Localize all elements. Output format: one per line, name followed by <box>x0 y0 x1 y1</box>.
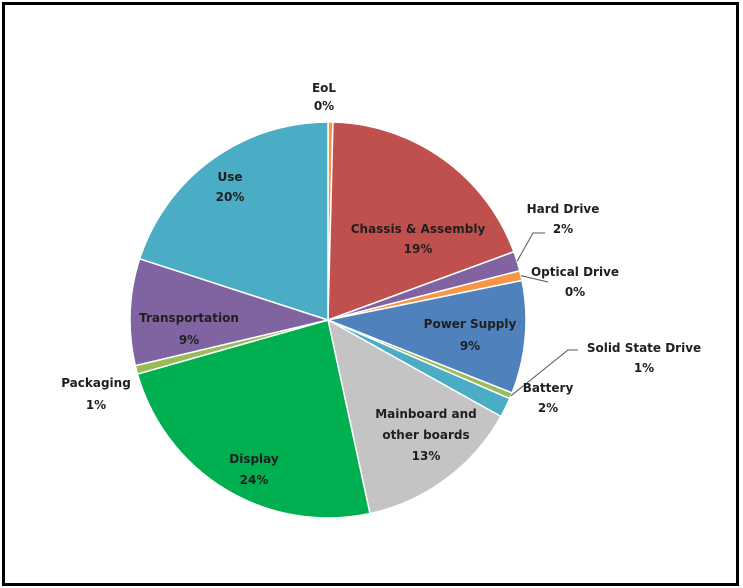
pie-slices <box>129 121 527 519</box>
slice-label-transportation-pct: 9% <box>179 333 199 347</box>
slice-label-eol-pct: 0% <box>314 99 334 113</box>
pie-slice-transportation <box>129 257 331 367</box>
slice-label-chassis-pct: 19% <box>404 242 433 256</box>
slice-label-use-pct: 20% <box>216 190 245 204</box>
leader-lines <box>510 232 578 397</box>
slice-label-chassis-name: Chassis & Assembly <box>351 222 486 236</box>
pie-slice-display <box>136 319 371 519</box>
pie-slice-power-supply <box>325 279 527 394</box>
slice-label-battery-pct: 2% <box>538 401 558 415</box>
slice-label-ssd-pct: 1% <box>634 361 654 375</box>
pie-slice-mainboard-and-other-boards <box>326 318 502 515</box>
slice-label-optical-drive-name: Optical Drive <box>531 265 619 279</box>
pie-slice-use <box>138 121 329 322</box>
slice-label-power-supply-pct: 9% <box>460 339 480 353</box>
slice-label-packaging-pct: 1% <box>86 398 106 412</box>
slice-label-eol-name: EoL <box>312 81 336 95</box>
leader-line-hard-drive <box>516 232 545 262</box>
slice-label-display-pct: 24% <box>240 473 269 487</box>
pie-slice-chassis-assembly <box>327 121 515 322</box>
slice-label-optical-drive-pct: 0% <box>565 285 585 299</box>
slice-label-mainboard-pct: 13% <box>412 449 441 463</box>
slice-label-mainboard-name-line1: Mainboard and other boards <box>375 407 477 442</box>
slice-label-ssd-name: Solid State Drive <box>587 341 701 355</box>
slice-label-transportation-name: Transportation <box>139 311 239 325</box>
slice-label-packaging-name: Packaging <box>61 376 131 390</box>
slice-label-display-name: Display <box>229 452 279 466</box>
slice-label-use-name: Use <box>217 170 242 184</box>
leader-line-solid-state-drive <box>510 349 578 397</box>
leader-line-optical-drive <box>520 275 549 283</box>
slice-label-hard-drive-name: Hard Drive <box>527 202 600 216</box>
slice-label-hard-drive-pct: 2% <box>553 222 573 236</box>
slice-label-battery-name: Battery <box>523 381 574 395</box>
slice-label-power-supply-name: Power Supply <box>424 317 517 331</box>
